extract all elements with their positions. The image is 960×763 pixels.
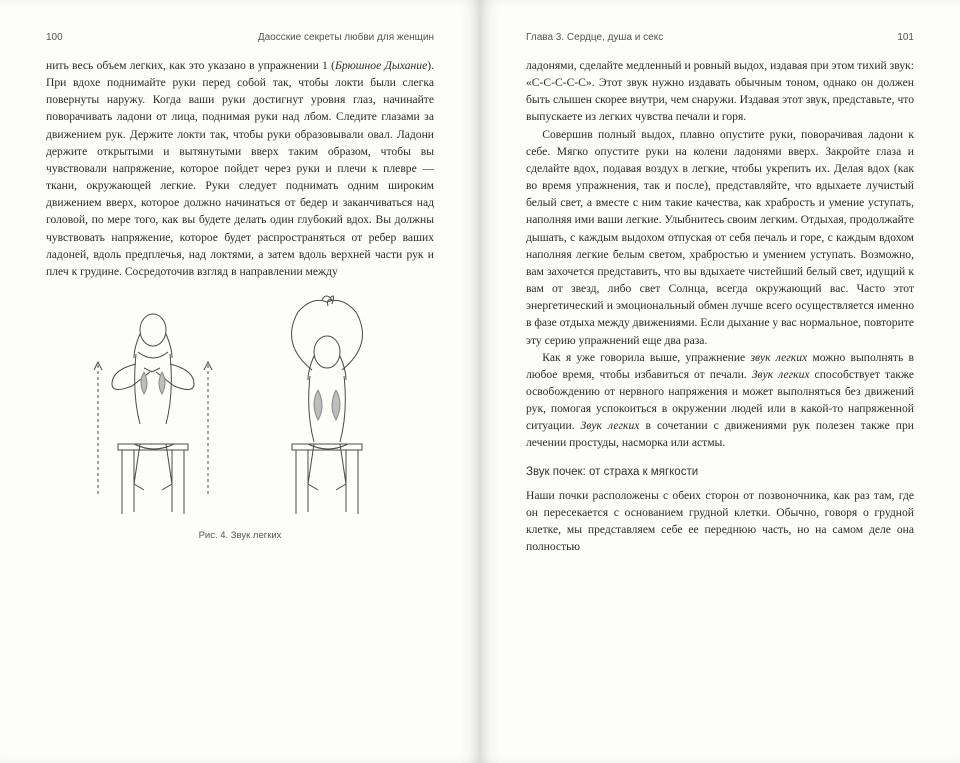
header-left: 100 Даосские секреты любви для женщин — [46, 32, 434, 43]
figure-caption: Рис. 4. Звук легких — [46, 530, 434, 541]
header-right: Глава 3. Сердце, душа и секс 101 — [526, 32, 914, 43]
para-r1: ладонями, сделайте медленный и ровный вы… — [526, 57, 914, 126]
running-head-right: Глава 3. Сердце, душа и секс — [526, 32, 663, 43]
page-left: 100 Даосские секреты любви для женщин ни… — [0, 0, 480, 763]
page-number-left: 100 — [46, 32, 63, 43]
illustration-pose-a — [78, 294, 228, 524]
body-right: ладонями, сделайте медленный и ровный вы… — [526, 57, 914, 555]
para-r4: Наши почки расположены с обеих сторон от… — [526, 487, 914, 556]
para-r3: Как я уже говорила выше, упражнение звук… — [526, 349, 914, 452]
illustration-pose-b — [252, 294, 402, 524]
page-right: Глава 3. Сердце, душа и секс 101 ладоням… — [480, 0, 960, 763]
running-head-left: Даосские секреты любви для женщин — [258, 32, 434, 43]
page-number-right: 101 — [897, 32, 914, 43]
subhead-kidneys: Звук почек: от страха к мягкости — [526, 464, 914, 481]
body-left: нить весь объем легких, как это указано … — [46, 57, 434, 280]
figure-lung-sound — [46, 294, 434, 524]
para-l1: нить весь объем легких, как это указано … — [46, 57, 434, 280]
para-r2: Совершив полный выдох, плавно опустите р… — [526, 126, 914, 349]
